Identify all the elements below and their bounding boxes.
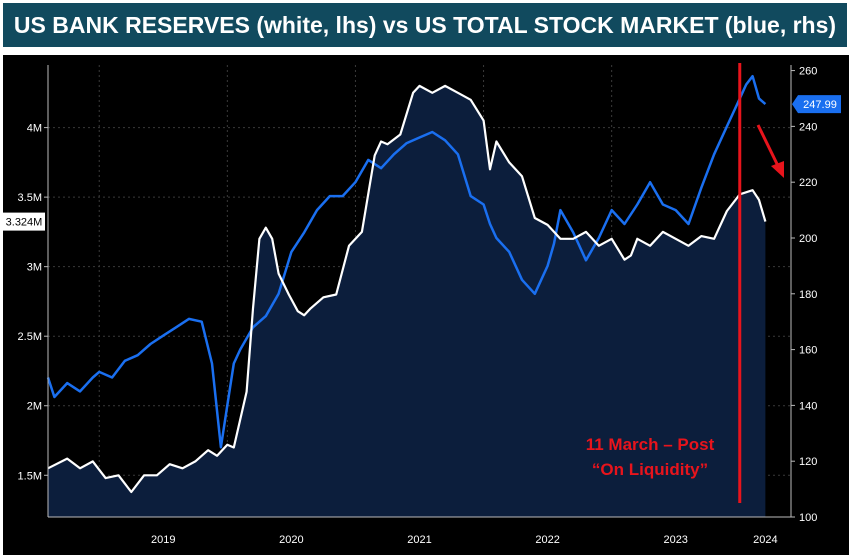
x-tick-label-5: 2024 bbox=[753, 534, 777, 546]
annotation-text-line2: “On Liquidity” bbox=[592, 460, 708, 479]
bank-reserves-line bbox=[47, 84, 767, 494]
left-tick-label-3: 3M bbox=[27, 262, 42, 274]
chart-frame: 1.5M 2M 2.5M 3M 3.5M 4M 100 120 140 160 180 200 220 2… bbox=[3, 55, 849, 555]
left-tick-label-0: 1.5M bbox=[18, 470, 42, 482]
right-tick-label-5: 200 bbox=[799, 233, 817, 245]
right-tick-label-3: 160 bbox=[799, 345, 817, 357]
x-tick-label-3: 2022 bbox=[535, 534, 559, 546]
x-tick-label-4: 2023 bbox=[663, 534, 687, 546]
annotation-arrow-head bbox=[771, 161, 784, 178]
x-tick-label-2: 2021 bbox=[407, 534, 431, 546]
x-tick-label-1: 2020 bbox=[279, 534, 303, 546]
annotation-text-line1: 11 March – Post bbox=[586, 435, 715, 454]
reserves-area bbox=[48, 85, 766, 518]
left-last-value-label: 3.324M bbox=[6, 217, 43, 229]
left-tick-label-5: 4M bbox=[27, 123, 42, 135]
lines-layer bbox=[46, 74, 767, 494]
right-tick-label-8: 260 bbox=[799, 66, 817, 78]
area-layer bbox=[48, 85, 766, 518]
right-tick-label-7: 240 bbox=[799, 121, 817, 133]
left-tick-label-1: 2M bbox=[27, 401, 42, 413]
right-tick-label-4: 180 bbox=[799, 289, 817, 301]
right-tick-label-0: 100 bbox=[799, 512, 817, 524]
right-tick-label-2: 140 bbox=[799, 400, 817, 412]
axes-layer: 1.5M 2M 2.5M 3M 3.5M 4M 100 120 140 160 180 200 220 2… bbox=[3, 65, 841, 546]
right-tick-label-1: 120 bbox=[799, 456, 817, 468]
left-tick-label-4: 3.5M bbox=[18, 192, 42, 204]
left-tick-label-2: 2.5M bbox=[18, 331, 42, 343]
chart-title: US BANK RESERVES (white, lhs) vs US TOTA… bbox=[3, 3, 847, 47]
annotation-arrow-shaft bbox=[756, 124, 781, 169]
annotation-layer: 11 March – Post “On Liquidity” bbox=[586, 63, 784, 503]
chart-svg: 1.5M 2M 2.5M 3M 3.5M 4M 100 120 140 160 180 200 220 2… bbox=[3, 55, 849, 555]
stock-market-line bbox=[46, 74, 767, 449]
x-tick-label-0: 2019 bbox=[151, 534, 175, 546]
right-tick-label-6: 220 bbox=[799, 177, 817, 189]
right-last-value-box bbox=[792, 95, 841, 114]
left-last-value-box bbox=[3, 212, 45, 231]
right-last-value-label: 247.99 bbox=[803, 99, 837, 111]
